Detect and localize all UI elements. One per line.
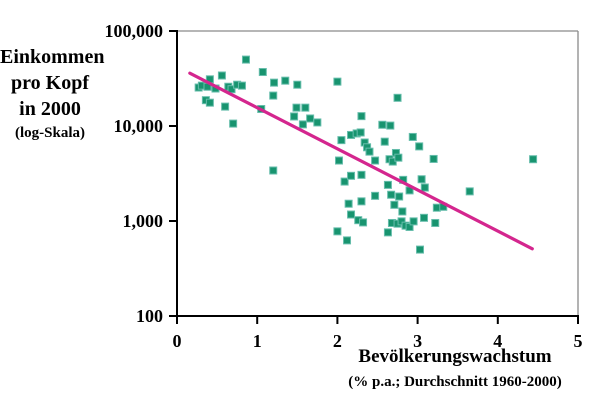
scatter-point bbox=[380, 137, 389, 146]
scatter-point bbox=[429, 154, 438, 163]
scatter-point bbox=[420, 183, 429, 192]
scatter-point bbox=[383, 180, 392, 189]
scatter-point bbox=[529, 155, 538, 164]
scatter-point bbox=[227, 85, 236, 94]
scatter-point bbox=[398, 207, 407, 216]
y-tick-label: 100 bbox=[136, 306, 163, 326]
scatter-point bbox=[269, 166, 278, 175]
y-tick-label: 1,000 bbox=[122, 211, 164, 231]
x-tick-label: 3 bbox=[413, 331, 423, 351]
scatter-point bbox=[347, 210, 356, 219]
scatter-point bbox=[333, 77, 342, 86]
y-tick-label: 100,000 bbox=[104, 21, 164, 41]
y-axis-title-line: Einkommen bbox=[0, 46, 105, 68]
scatter-point bbox=[357, 112, 366, 121]
scatter-point bbox=[465, 187, 474, 196]
scatter-point bbox=[343, 236, 352, 245]
x-tick-label: 0 bbox=[172, 331, 182, 351]
scatter-point bbox=[301, 103, 310, 112]
scatter-point bbox=[281, 76, 290, 85]
y-tick-label: 10,000 bbox=[113, 116, 164, 136]
scatter-point bbox=[229, 119, 238, 128]
scatter-point bbox=[408, 132, 417, 141]
scatter-point bbox=[337, 136, 346, 145]
scatter-point bbox=[371, 156, 380, 165]
x-axis-title: Bevölkerungswachstum bbox=[358, 346, 552, 367]
scatter-point bbox=[258, 68, 267, 77]
scatter-point bbox=[298, 120, 307, 129]
scatter-point bbox=[431, 218, 440, 227]
scatter-point bbox=[347, 171, 356, 180]
scatter-point bbox=[221, 102, 230, 111]
scatter-point bbox=[237, 81, 246, 90]
scatter-point bbox=[357, 197, 366, 206]
scatter-point bbox=[270, 78, 279, 87]
scatter-point bbox=[378, 120, 387, 129]
y-axis-title-scale-note: (log-Skala) bbox=[14, 125, 85, 141]
scatter-point bbox=[393, 93, 402, 102]
scatter-point bbox=[313, 118, 322, 127]
scatter-point bbox=[417, 175, 426, 184]
x-tick-label: 2 bbox=[332, 331, 342, 351]
scatter-point bbox=[205, 98, 214, 107]
scatter-point bbox=[306, 114, 315, 123]
x-tick-label: 1 bbox=[252, 331, 262, 351]
scatter-point bbox=[357, 170, 366, 179]
y-axis-title-line: in 2000 bbox=[19, 98, 81, 120]
scatter-point bbox=[415, 142, 424, 151]
scatter-point bbox=[397, 217, 406, 226]
scatter-point bbox=[394, 153, 403, 162]
scatter-point bbox=[290, 112, 299, 121]
scatter-point bbox=[292, 103, 301, 112]
x-axis-subtitle: (% p.a.; Durchschnitt 1960-2000) bbox=[348, 374, 562, 390]
x-tick-label: 5 bbox=[573, 331, 583, 351]
scatter-point bbox=[335, 156, 344, 165]
scatter-point bbox=[333, 227, 342, 236]
scatter-point bbox=[386, 121, 395, 130]
scatter-point bbox=[217, 71, 226, 80]
scatter-point bbox=[269, 91, 278, 100]
scatter-point bbox=[371, 191, 380, 200]
x-tick-label: 4 bbox=[493, 331, 503, 351]
scatter-point bbox=[420, 213, 429, 222]
y-axis-title-line: pro Kopf bbox=[11, 72, 89, 94]
scatter-point bbox=[390, 200, 399, 209]
scatter-point bbox=[241, 55, 250, 64]
scatter-point bbox=[416, 245, 425, 254]
y-axis-title: Einkommen pro Kopf in 2000 (log-Skala) bbox=[0, 44, 105, 144]
scatter-point bbox=[409, 217, 418, 226]
trend-line bbox=[188, 71, 534, 251]
scatter-point bbox=[293, 80, 302, 89]
scatter-point bbox=[365, 147, 374, 156]
scatter-point bbox=[395, 192, 404, 201]
scatter-point bbox=[387, 190, 396, 199]
scatter-point bbox=[359, 218, 368, 227]
scatter-point bbox=[344, 199, 353, 208]
scatter-point bbox=[356, 128, 365, 137]
scatter-point bbox=[340, 177, 349, 186]
scatter-point bbox=[405, 222, 414, 231]
scatter-point bbox=[383, 228, 392, 237]
